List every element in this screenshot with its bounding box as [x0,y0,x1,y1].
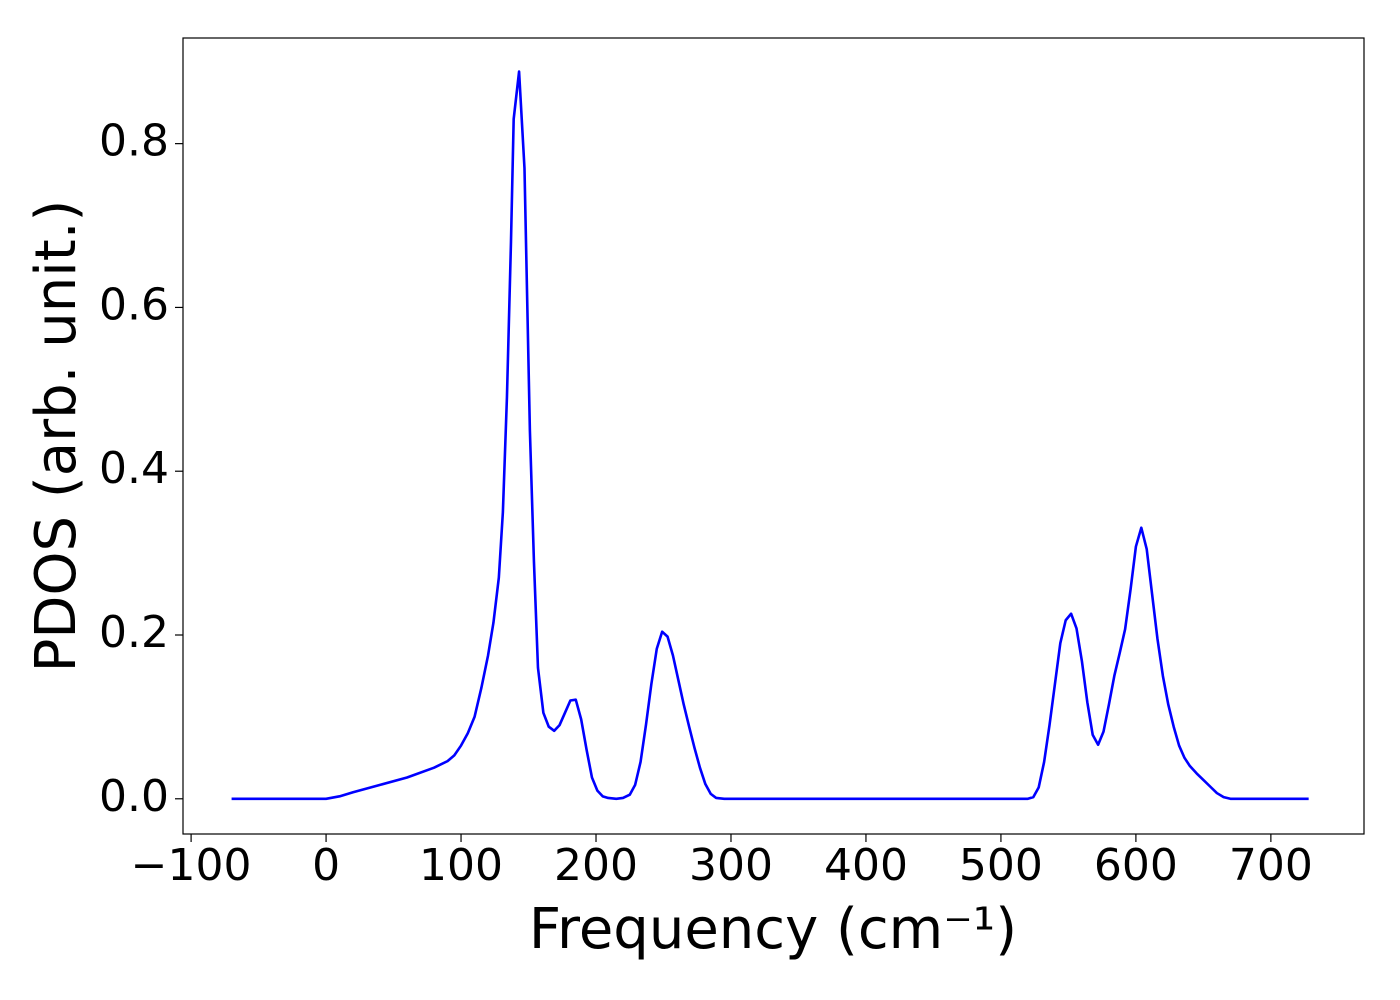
x-tick-label: 400 [824,840,908,891]
y-tick-label: 0.4 [99,443,169,494]
x-tick-label: 700 [1229,840,1313,891]
plot-frame [182,37,1365,835]
y-tick-label: 0.0 [99,771,169,822]
x-tick-label: 100 [419,840,503,891]
y-tick-label: 0.2 [99,607,169,658]
x-tick-label: 600 [1094,840,1178,891]
x-tick-label: 0 [312,840,340,891]
x-tick-label: 500 [959,840,1043,891]
x-axis-label: Frequency (cm⁻¹) [529,897,1017,962]
x-tick-label: 200 [554,840,638,891]
x-tick-label: 300 [689,840,773,891]
y-tick-label: 0.6 [99,279,169,330]
x-tick-label: −100 [131,840,252,891]
pdos-line [231,70,1309,801]
y-axis-label: PDOS (arb. unit.) [24,200,89,673]
y-tick-label: 0.8 [99,116,169,167]
